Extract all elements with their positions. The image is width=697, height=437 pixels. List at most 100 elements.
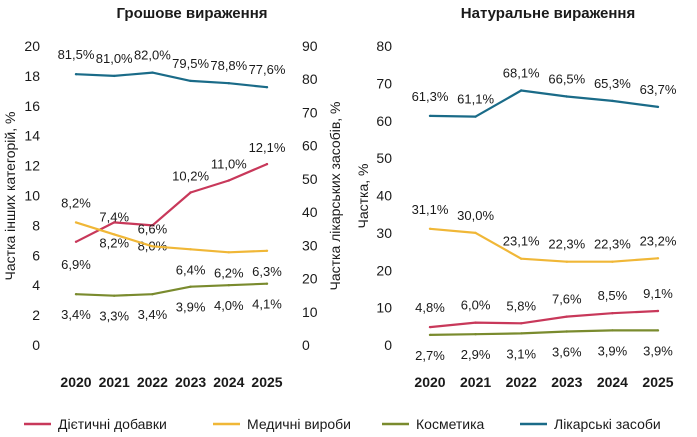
monetary-chart-title: Грошове вираження [116, 5, 267, 22]
volume-ytick-left: 80 [376, 38, 392, 54]
monetary-xtick: 2020 [60, 374, 91, 390]
volume-data-label-medical: 23,2% [640, 233, 677, 248]
monetary-data-label-cosmetics: 4,0% [214, 298, 244, 313]
monetary-xtick: 2021 [99, 374, 130, 390]
monetary-series-line-cosmetics [75, 282, 268, 297]
volume-data-label-cosmetics: 3,6% [552, 345, 582, 360]
legend-label-drugs: Лікарські засоби [554, 416, 661, 432]
monetary-ylabel-left: Частка інших категорій, % [2, 112, 18, 281]
volume-point-dietary [565, 315, 568, 318]
volume-data-label-cosmetics: 2,7% [415, 348, 445, 363]
volume-ytick-left: 50 [376, 150, 392, 166]
monetary-series-line-dietary [75, 163, 268, 243]
volume-data-label-cosmetics: 3,9% [598, 343, 628, 358]
volume-ytick-left: 60 [376, 113, 392, 129]
monetary-point-drugs [151, 71, 154, 74]
volume-data-label-cosmetics: 3,1% [506, 346, 536, 361]
volume-xtick: 2025 [642, 374, 673, 390]
monetary-ytick-right: 0 [302, 337, 310, 353]
volume-data-label-medical: 30,0% [457, 208, 494, 223]
volume-data-label-dietary: 5,8% [506, 298, 536, 313]
volume-xtick: 2020 [414, 374, 445, 390]
monetary-point-drugs [113, 74, 116, 78]
volume-xtick: 2022 [506, 374, 537, 390]
legend: Дієтичні добавки Медичні вироби Косметика Л… [24, 416, 661, 432]
volume-point-medical [520, 257, 523, 260]
volume-series-line-dietary [429, 309, 659, 329]
monetary-series-line-medical [75, 221, 268, 254]
monetary-series-line-drugs [75, 71, 268, 89]
volume-data-label-dietary: 8,5% [598, 288, 628, 303]
volume-point-cosmetics [656, 329, 660, 332]
volume-ytick-left: 70 [376, 75, 392, 91]
monetary-data-label-cosmetics: 3,4% [61, 307, 91, 322]
volume-data-label-medical: 31,1% [412, 202, 449, 217]
monetary-ytick-right: 30 [302, 237, 318, 253]
monetary-point-medical [113, 233, 116, 236]
volume-data-label-dietary: 4,8% [415, 300, 445, 315]
monetary-point-dietary [151, 224, 154, 227]
volume-point-drugs [474, 115, 477, 118]
volume-ytick-left: 30 [376, 225, 392, 241]
monetary-ytick-left: 12 [24, 158, 40, 174]
volume-data-label-drugs: 66,5% [548, 72, 585, 87]
monetary-data-label-drugs: 79,5% [172, 56, 209, 71]
monetary-data-label-drugs: 81,5% [58, 47, 95, 62]
volume-point-dietary [611, 312, 614, 315]
volume-point-drugs [565, 95, 568, 98]
monetary-xtick: 2025 [251, 374, 282, 390]
monetary-point-drugs [189, 79, 192, 83]
volume-point-medical [656, 257, 660, 260]
monetary-ytick-right: 90 [302, 38, 318, 54]
monetary-point-drugs [265, 86, 269, 89]
volume-point-medical [611, 260, 614, 263]
volume-data-label-drugs: 63,7% [640, 82, 677, 97]
volume-ytick-left: 20 [376, 262, 392, 278]
monetary-point-cosmetics [265, 282, 269, 285]
volume-data-label-dietary: 9,1% [643, 286, 673, 301]
monetary-point-cosmetics [151, 293, 154, 296]
monetary-ytick-left: 10 [24, 188, 40, 204]
monetary-ytick-right: 20 [302, 271, 318, 287]
monetary-ytick-right: 10 [302, 304, 318, 320]
monetary-ytick-left: 8 [32, 217, 40, 233]
volume-ytick-left: 40 [376, 188, 392, 204]
volume-series-line-drugs [429, 89, 659, 118]
monetary-ytick-left: 2 [32, 307, 40, 323]
monetary-data-label-cosmetics: 4,1% [252, 297, 282, 312]
monetary-xtick: 2022 [137, 374, 168, 390]
volume-point-medical [565, 260, 568, 263]
volume-ytick-left: 10 [376, 300, 392, 316]
legend-label-dietary: Дієтичні добавки [58, 416, 167, 432]
volume-point-drugs [611, 99, 614, 103]
monetary-ytick-right: 50 [302, 171, 318, 187]
monetary-ytick-left: 0 [32, 337, 40, 353]
volume-chart: Натуральне вираження 0 10 20 30 40 50 60 70 80 202… [355, 5, 677, 390]
monetary-point-medical [74, 221, 78, 224]
volume-ytick-left: 0 [384, 337, 392, 353]
monetary-ytick-left: 4 [32, 277, 40, 293]
volume-data-label-drugs: 61,3% [412, 89, 449, 104]
volume-series-line-medical [429, 227, 659, 263]
volume-data-label-drugs: 65,3% [594, 76, 631, 91]
monetary-point-medical [189, 248, 192, 251]
monetary-point-medical [265, 249, 269, 252]
monetary-point-cosmetics [113, 294, 116, 297]
volume-series-line-cosmetics [429, 329, 658, 336]
volume-data-label-cosmetics: 2,9% [461, 347, 491, 362]
monetary-point-drugs [74, 73, 78, 76]
monetary-ytick-left: 20 [24, 38, 40, 54]
volume-xtick: 2024 [597, 374, 628, 390]
volume-xtick: 2023 [551, 374, 582, 390]
monetary-point-dietary [189, 191, 192, 194]
legend-label-medical: Медичні вироби [247, 416, 351, 432]
monetary-data-label-drugs: 77,6% [249, 62, 286, 77]
monetary-point-medical [151, 245, 154, 248]
monetary-data-label-dietary: 10,2% [172, 169, 209, 184]
monetary-point-medical [227, 251, 230, 254]
volume-point-cosmetics [611, 329, 614, 332]
monetary-ytick-left: 6 [32, 247, 40, 263]
volume-point-cosmetics [474, 333, 477, 336]
monetary-ytick-left: 18 [24, 68, 40, 84]
